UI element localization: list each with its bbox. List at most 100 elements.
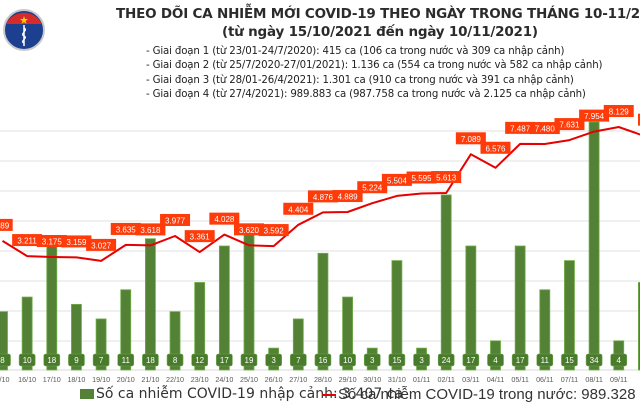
x-tick-label: 06/11	[536, 375, 553, 384]
bar-data-label: 19	[245, 356, 254, 365]
line-label-bg	[505, 121, 536, 134]
bar-label-bg	[462, 353, 480, 367]
line-domestic	[1, 126, 640, 262]
bar-data-label: 15	[565, 356, 574, 365]
bar-data-label: 3	[370, 356, 375, 365]
x-tick-label: 08/11	[585, 375, 602, 384]
line-label-bg	[638, 113, 640, 126]
bar-data-label: 3	[419, 356, 424, 365]
bar-label-bg	[511, 353, 529, 367]
line-data-label: 7.480	[535, 125, 556, 134]
legend-item-domestic: Số ca nhiễm COVID-19 trong nước: 989.328…	[322, 386, 640, 403]
bar-data-label: 11	[122, 356, 131, 365]
phase-2-text: - Giai đoạn 2 (từ 25/7/2020-27/01/2021):…	[146, 60, 603, 72]
bar-imported-20/10	[120, 289, 132, 371]
bar-label-bg	[18, 353, 36, 367]
bar-label-bg	[92, 353, 110, 367]
bar-label-bg	[166, 353, 184, 367]
phase-summary: - Giai đoạn 1 (từ 23/01-24/7/2020): 415 …	[146, 45, 602, 103]
line-label-bg	[529, 122, 560, 135]
bar-label-bg	[561, 353, 578, 367]
line-label-bg	[0, 218, 13, 231]
bar-imported-08/11	[588, 121, 600, 371]
line-data-label: 5.595	[412, 174, 433, 183]
line-series	[1, 126, 640, 262]
line-data-label: 3.175	[42, 238, 63, 247]
bar-label-bg	[437, 353, 455, 367]
line-data-label: 3.361	[190, 233, 211, 242]
bar-label-bg	[585, 353, 603, 367]
bar-data-label: 8	[173, 356, 178, 365]
x-tick-label: 28/10	[314, 375, 332, 384]
line-data-label: 3.592	[264, 227, 285, 236]
line-label-bg	[357, 181, 388, 194]
bar-label-bg	[289, 353, 307, 367]
line-label-bg	[554, 118, 585, 131]
bar-data-label: 17	[516, 356, 525, 365]
x-tick-label: 23/10	[191, 375, 209, 384]
bar-label-bg	[314, 353, 332, 367]
bar-imported-10/11	[638, 282, 640, 371]
chart-title: THEO DÕI CA NHIỄM MỚI COVID-19 THEO NGÀY…	[116, 6, 640, 22]
bar-data-label: 7	[296, 356, 301, 365]
bar-data-label: 15	[392, 356, 401, 365]
legend-label-domestic: Số ca nhiễm COVID-19 trong nước: 989.328…	[338, 386, 640, 403]
bar-imported-29/10	[342, 296, 354, 371]
bar-label-bg	[68, 353, 85, 367]
line-data-label: 7.954	[584, 112, 605, 121]
bar-label-bg	[610, 353, 628, 367]
legend: Số ca nhiễm COVID-19 nhập cảnh: 3.407 ca…	[0, 386, 640, 408]
bar-data-label: 24	[442, 356, 451, 365]
line-data-label: 5.224	[362, 184, 383, 193]
bar-data-label: 16	[318, 356, 327, 365]
bar-data-label: 11	[541, 356, 550, 365]
x-tick-label: 05/11	[511, 375, 528, 384]
x-tick-label: 29/10	[339, 375, 357, 384]
chart-subtitle: (từ ngày 15/10/2021 đến ngày 10/11/2021)	[222, 24, 538, 40]
bar-label-bg	[216, 353, 233, 367]
line-data-label: 3.635	[116, 225, 137, 234]
bar-imported-31/10	[391, 260, 403, 371]
bar-label-bg	[142, 353, 159, 367]
line-label-bg	[258, 224, 289, 237]
phase-4-text: - Giai đoạn 4 (từ 27/4/2021): 989.883 ca…	[146, 89, 586, 101]
line-label-bg	[12, 234, 43, 247]
bar-imported-02/11	[440, 194, 452, 371]
x-tick-label: 22/10	[166, 375, 184, 384]
legend-label-imported: Số ca nhiễm COVID-19 nhập cảnh: 3.407 ca	[96, 386, 403, 402]
line-data-label: 4.028	[214, 215, 235, 224]
bar-label-bg	[117, 353, 135, 367]
line-label-bg	[406, 171, 437, 184]
line-label-bg	[234, 223, 264, 236]
line-data-label: 6.576	[485, 144, 506, 153]
x-tick-label: 31/10	[388, 375, 406, 384]
line-label-bg	[480, 141, 511, 154]
x-tick-label: 27/10	[289, 375, 307, 384]
phase-1-text: - Giai đoạn 1 (từ 23/01-24/7/2020): 415 …	[146, 46, 565, 57]
bar-label-bg	[339, 353, 356, 367]
bar-imported-07/11	[564, 260, 575, 371]
bar-data-label: 18	[146, 356, 155, 365]
bar-label-bg	[240, 353, 258, 367]
line-data-label: 7.631	[559, 121, 580, 130]
x-tick-label: 09/11	[610, 375, 627, 384]
bar-imported-17/10	[46, 238, 58, 371]
x-tick-label: 18/10	[67, 375, 85, 384]
bar-data-label: 4	[617, 356, 622, 365]
bar-data-label: 3	[271, 356, 276, 365]
x-tick-label: 04/11	[487, 375, 504, 384]
bar-data-label: 8	[0, 356, 5, 365]
bar-imported-05/11	[514, 245, 526, 371]
x-tick-label: 26/10	[265, 375, 283, 384]
bar-imported-28/10	[317, 252, 329, 371]
bar-imported-24/10	[218, 245, 230, 371]
ministry-of-health-logo-icon	[3, 9, 45, 51]
bar-imported-06/11	[539, 289, 551, 371]
line-data-label: 7.487	[510, 124, 531, 133]
line-data-label: 3.211	[17, 237, 37, 246]
legend-item-imported: Số ca nhiễm COVID-19 nhập cảnh: 3.407 ca	[80, 386, 403, 402]
bar-imported-25/10	[243, 231, 255, 371]
line-data-label: 8.129	[609, 108, 630, 117]
line-data-label: 4.889	[338, 193, 359, 202]
line-label-bg	[110, 222, 141, 235]
